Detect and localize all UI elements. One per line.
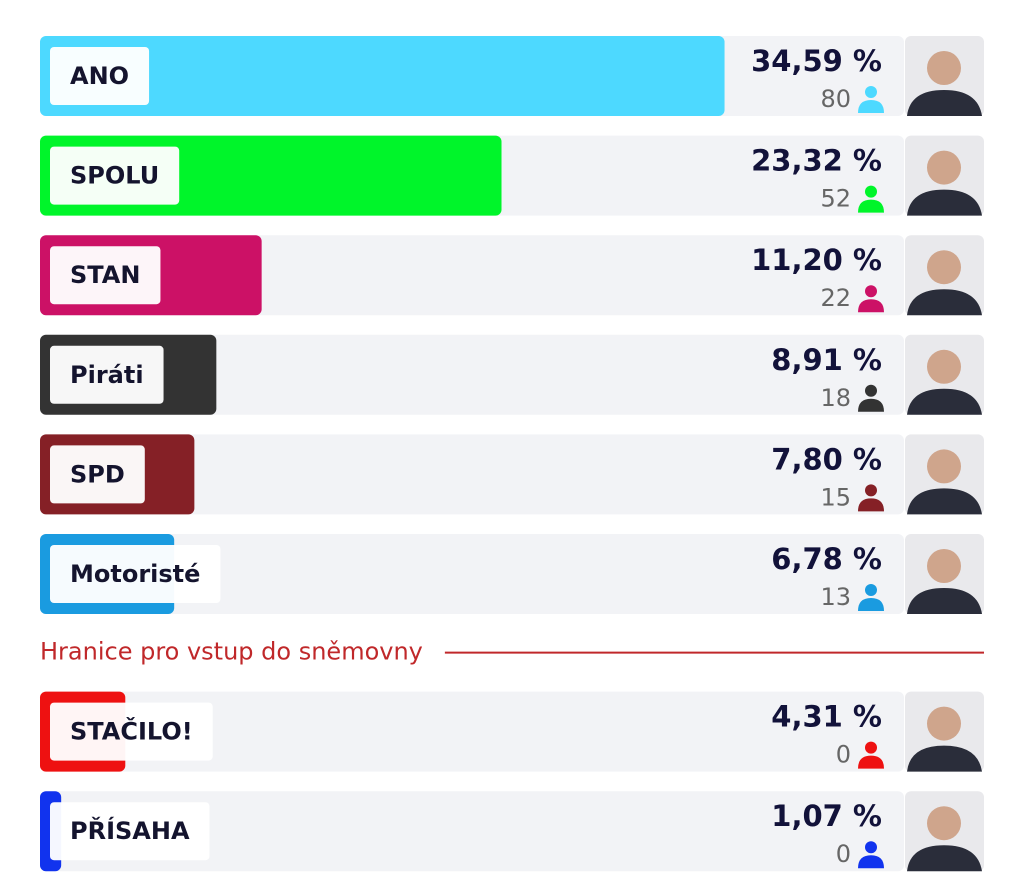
seat-icon — [865, 741, 877, 754]
bar-track — [40, 691, 904, 772]
bar-track — [40, 434, 904, 515]
percent-label: 1,07 % — [771, 799, 882, 833]
seats-label: 0 — [836, 741, 851, 769]
party-name: Motoristé — [70, 560, 200, 588]
label-box — [50, 246, 161, 305]
seat-icon — [865, 384, 877, 397]
seat-icon — [858, 498, 884, 512]
photo-head — [927, 549, 961, 583]
percent-label: 23,32 % — [751, 144, 882, 178]
photo-body — [907, 388, 982, 415]
seats-label: 13 — [820, 583, 851, 611]
party-name: SPD — [70, 460, 125, 488]
label-box — [50, 47, 150, 105]
photo-body — [907, 488, 982, 515]
seats-label: 15 — [820, 483, 851, 511]
photo-body — [907, 588, 982, 614]
seat-icon — [858, 398, 884, 412]
seat-icon — [865, 484, 877, 497]
seats-label: 22 — [820, 284, 851, 312]
photo-head — [927, 449, 961, 484]
seats-label: 52 — [820, 185, 851, 213]
seat-icon — [865, 285, 877, 298]
photo-head — [927, 51, 961, 85]
bar-track — [40, 334, 904, 415]
party-name: SPOLU — [70, 162, 159, 190]
seat-icon — [865, 841, 877, 854]
photo-head — [927, 150, 961, 185]
party-name: STAČILO! — [70, 716, 193, 746]
seat-icon — [865, 86, 877, 98]
label-box — [50, 345, 164, 404]
percent-label: 4,31 % — [771, 700, 882, 734]
percent-label: 11,20 % — [751, 243, 882, 277]
party-name: PŘÍSAHA — [70, 816, 190, 845]
seat-icon — [858, 199, 884, 213]
photo-head — [927, 349, 961, 384]
photo-body — [907, 845, 982, 872]
party-name: ANO — [70, 62, 129, 90]
bar-track — [40, 791, 904, 872]
label-box — [50, 802, 210, 861]
photo-body — [907, 189, 982, 216]
seat-icon — [858, 755, 884, 769]
label-box — [50, 702, 213, 761]
photo-body — [907, 289, 982, 316]
label-box — [50, 445, 145, 504]
seat-icon — [858, 598, 884, 611]
threshold-label: Hranice pro vstup do sněmovny — [40, 638, 423, 666]
percent-label: 34,59 % — [751, 44, 882, 78]
bar-track — [40, 534, 904, 614]
seats-label: 0 — [836, 840, 851, 868]
bar — [40, 36, 725, 116]
seats-label: 80 — [820, 85, 851, 113]
photo-body — [907, 745, 982, 772]
label-box — [50, 146, 180, 205]
photo-head — [927, 706, 961, 741]
seat-icon — [858, 855, 884, 869]
party-name: STAN — [70, 261, 140, 289]
seat-icon — [865, 584, 877, 596]
percent-label: 6,78 % — [771, 542, 882, 576]
seat-icon — [865, 185, 877, 198]
seats-label: 18 — [820, 384, 851, 412]
photo-head — [927, 806, 961, 841]
percent-label: 8,91 % — [771, 343, 882, 377]
photo-body — [907, 90, 982, 116]
percent-label: 7,80 % — [771, 442, 882, 476]
seat-icon — [858, 299, 884, 313]
photo-head — [927, 250, 961, 285]
seat-icon — [858, 100, 884, 113]
party-name: Piráti — [70, 361, 144, 389]
label-box — [50, 545, 221, 603]
